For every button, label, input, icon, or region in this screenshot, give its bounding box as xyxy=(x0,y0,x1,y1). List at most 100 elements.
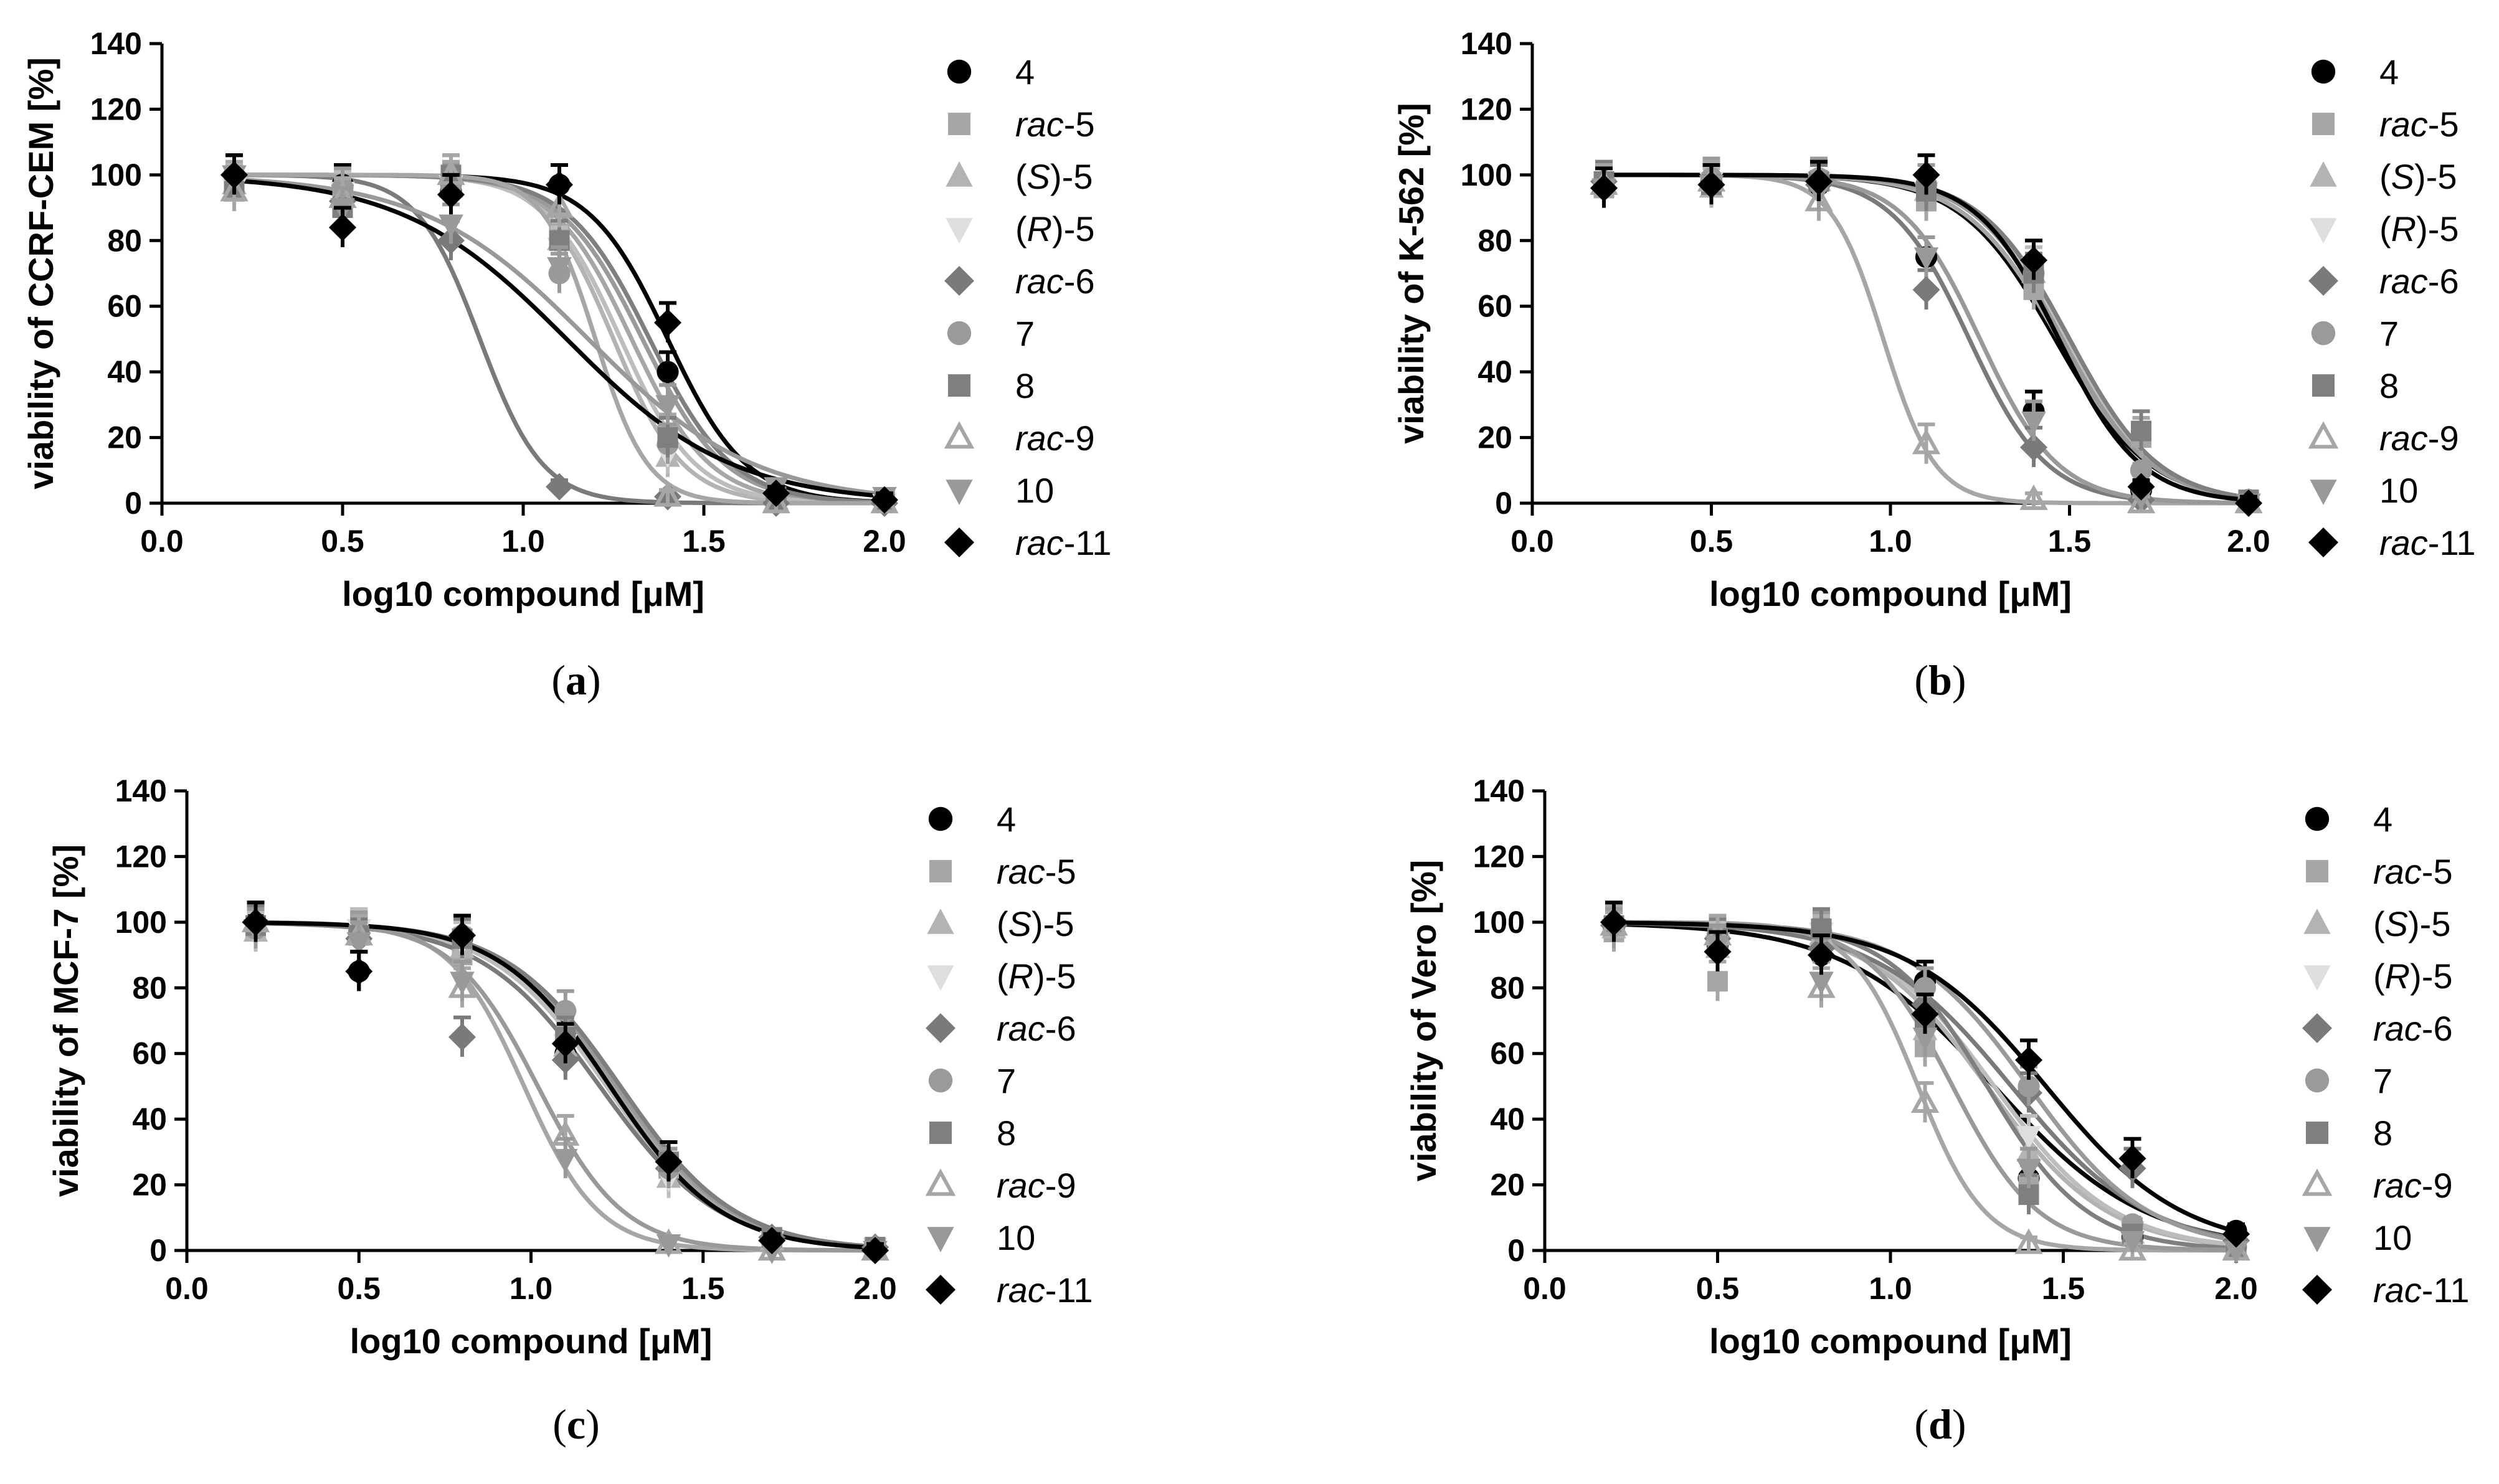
y-tick-label: 140 xyxy=(115,773,167,808)
data-point xyxy=(655,1148,683,1176)
legend-label: 8 xyxy=(1015,366,1035,405)
panel-label: (b) xyxy=(1914,656,1966,704)
y-axis-title: viability of MCF-7 [%] xyxy=(46,844,85,1197)
legend-label: rac-6 xyxy=(997,1009,1076,1048)
y-tick-label: 40 xyxy=(107,354,142,389)
data-point xyxy=(2019,484,2048,510)
data-point xyxy=(656,1234,681,1258)
y-tick-label: 0 xyxy=(125,486,142,521)
data-point xyxy=(1912,161,1940,189)
legend-label: (R)-5 xyxy=(1015,209,1095,248)
data-point xyxy=(2020,433,2047,461)
y-tick-label: 60 xyxy=(1477,289,1512,324)
data-point xyxy=(1809,971,1834,995)
legend-label: (S)-5 xyxy=(2373,904,2450,943)
x-tick-label: 2.0 xyxy=(2227,524,2270,559)
legend-marker xyxy=(2305,806,2330,831)
data-point xyxy=(762,480,790,508)
legend-label: rac-5 xyxy=(1015,105,1095,144)
y-tick-label: 20 xyxy=(107,420,142,455)
legend-marker xyxy=(2312,374,2335,397)
legend-label: 7 xyxy=(2373,1061,2392,1100)
data-point xyxy=(2016,1126,2041,1150)
legend-marker xyxy=(925,1168,956,1196)
legend-label: 10 xyxy=(997,1218,1035,1257)
y-tick-label: 60 xyxy=(132,1036,167,1071)
data-point xyxy=(439,214,463,238)
data-point xyxy=(437,181,465,209)
y-tick-label: 20 xyxy=(1477,420,1512,455)
y-tick-label: 100 xyxy=(1461,158,1512,192)
legend-label: 8 xyxy=(2379,366,2399,405)
y-axis-title: viability of CCRF-CEM [%] xyxy=(21,57,60,489)
legend-label: rac-11 xyxy=(2373,1270,2470,1310)
data-point xyxy=(1590,174,1618,202)
x-axis-title: log10 compound [μM] xyxy=(1709,574,2072,613)
data-point xyxy=(2118,1145,2146,1173)
legend-marker xyxy=(928,1068,953,1093)
legend-label: rac-6 xyxy=(1015,262,1095,301)
data-point xyxy=(450,971,475,995)
legend-marker xyxy=(947,59,972,84)
data-point xyxy=(346,932,372,956)
x-tick-label: 0.5 xyxy=(337,1271,381,1306)
legend-marker xyxy=(929,1122,952,1144)
x-axis-title: log10 compound [μM] xyxy=(342,574,704,613)
x-tick-label: 0.5 xyxy=(1690,524,1733,559)
y-tick-label: 100 xyxy=(1473,905,1525,940)
legend-label: (S)-5 xyxy=(2379,157,2457,196)
y-tick-label: 60 xyxy=(107,289,142,324)
legend-label: (R)-5 xyxy=(2373,957,2453,996)
y-tick-label: 60 xyxy=(1490,1036,1525,1071)
y-tick-label: 120 xyxy=(90,92,142,126)
data-point xyxy=(1913,247,1939,271)
x-tick-label: 1.5 xyxy=(2048,524,2092,559)
data-point xyxy=(220,161,248,189)
y-tick-label: 80 xyxy=(1477,223,1512,258)
legend-label: 10 xyxy=(1015,471,1054,510)
legend-marker xyxy=(2308,266,2338,296)
data-point xyxy=(1912,1027,1938,1051)
x-axis-title: log10 compound [μM] xyxy=(350,1321,713,1361)
legend-marker xyxy=(2303,909,2331,934)
x-tick-label: 1.5 xyxy=(2042,1271,2085,1306)
legend-label: 4 xyxy=(1015,52,1035,92)
legend-marker xyxy=(948,374,970,397)
legend-label: 7 xyxy=(1015,314,1035,353)
data-point xyxy=(2015,1046,2042,1074)
legend-marker xyxy=(927,965,954,991)
legend-marker xyxy=(2306,860,2328,882)
legend-label: (R)-5 xyxy=(997,957,1076,996)
x-tick-label: 1.5 xyxy=(682,524,726,559)
y-tick-label: 0 xyxy=(149,1233,167,1268)
data-point xyxy=(345,957,373,985)
panel-label: (d) xyxy=(1914,1401,1966,1448)
data-point xyxy=(448,921,476,949)
y-tick-label: 20 xyxy=(1490,1168,1525,1203)
legend-label: rac-9 xyxy=(997,1166,1076,1205)
legend-marker xyxy=(946,161,973,187)
legend-label: (R)-5 xyxy=(2379,209,2459,248)
x-tick-label: 1.0 xyxy=(501,524,545,559)
legend-label: rac-5 xyxy=(2373,852,2453,891)
legend-marker xyxy=(944,421,975,449)
legend-label: (S)-5 xyxy=(1015,157,1093,196)
legend-label: 4 xyxy=(997,800,1016,839)
legend-marker xyxy=(2302,1275,2332,1305)
legend-label: 10 xyxy=(2379,471,2418,510)
data-point xyxy=(1805,168,1833,196)
data-point xyxy=(551,1029,579,1057)
legend-label: rac-11 xyxy=(1015,523,1112,562)
x-tick-label: 1.0 xyxy=(510,1271,553,1306)
x-tick-label: 0.0 xyxy=(1523,1271,1567,1306)
legend-marker xyxy=(2303,965,2331,991)
y-tick-label: 20 xyxy=(132,1168,167,1203)
y-tick-label: 100 xyxy=(115,905,167,940)
data-point xyxy=(2235,489,2262,517)
data-point xyxy=(546,473,573,501)
legend-label: 7 xyxy=(997,1061,1016,1100)
x-tick-label: 1.0 xyxy=(1869,524,1912,559)
data-point xyxy=(2018,1075,2040,1098)
chart-panel-c: 0 20 40 60 80 100 120 140 0.0 0.5 1.0 1.5 2.0 log10 c… xyxy=(46,773,1093,1448)
